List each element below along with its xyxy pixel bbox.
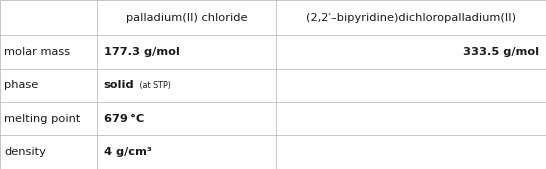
Text: (at STP): (at STP) [137,81,171,90]
Text: density: density [4,147,46,157]
Text: 679 °C: 679 °C [104,114,144,124]
Text: solid: solid [104,80,134,90]
Text: palladium(II) chloride: palladium(II) chloride [126,13,247,23]
Text: (2,2′–bipyridine)dichloropalladium(II): (2,2′–bipyridine)dichloropalladium(II) [306,13,516,23]
Text: molar mass: molar mass [4,47,70,57]
Text: 177.3 g/mol: 177.3 g/mol [104,47,180,57]
Text: melting point: melting point [4,114,81,124]
Text: phase: phase [4,80,39,90]
Text: 333.5 g/mol: 333.5 g/mol [464,47,539,57]
Text: 4 g/cm³: 4 g/cm³ [104,147,152,157]
